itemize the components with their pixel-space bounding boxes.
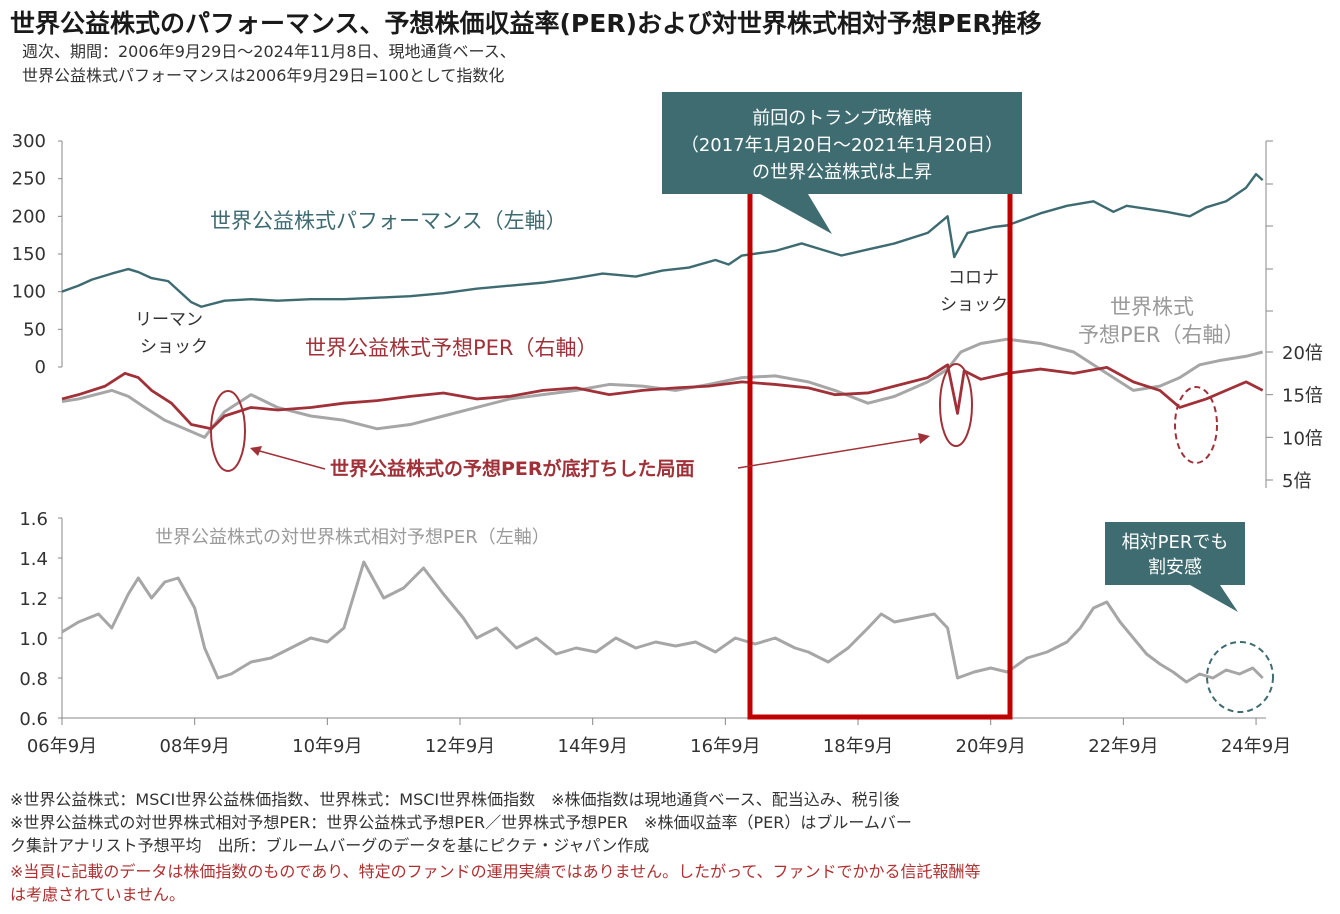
utility-per-series-label: 世界公益株式予想PER（右軸） [305,336,598,360]
footnote-2: ※世界公益株式の対世界株式相対予想PER：世界公益株式予想PER／世界株式予想P… [10,813,912,832]
per-bottom-note: 世界公益株式の予想PERが底打ちした局面 [330,457,695,480]
trump-callout-line-1: 前回のトランプ政権時 [752,108,931,129]
trump-callout-line-3: の世界公益株式は上昇 [752,162,932,183]
disclaimer-2: は考慮されていません。 [10,885,186,904]
x-tick-label-9: 24年9月 [1221,736,1291,757]
lehman-label-line-1: リーマン [135,310,203,330]
x-tick-label-2: 10年9月 [292,736,362,757]
y-tick-label-left-4: 200 [12,206,46,227]
footnote-3: ク集計アナリスト予想平均 出所：ブルームバーグのデータを基にピクテ・ジャパン作成 [10,836,650,855]
y-tick-label-left-0: 0 [35,357,46,378]
y-tick-label-right-1: 15倍 [1282,386,1323,407]
y-tick-label-left-5: 250 [12,169,46,190]
trump-callout-box [662,92,1022,234]
x-tick-label-7: 20年9月 [956,736,1026,757]
x-tick-label-3: 12年9月 [425,736,495,757]
x-tick-label-6: 18年9月 [823,736,893,757]
y-tick-label-right-3: 5倍 [1282,471,1311,492]
y-tick-label-left-6: 300 [12,131,46,152]
trump-callout-line-2: （2017年1月20日～2021年1月20日） [681,135,1003,156]
subtitle-line-1: 週次、期間：2006年9月29日～2024年11月8日、現地通貨ベース、 [22,42,516,61]
page-title: 世界公益株式のパフォーマンス、予想株価収益率(PER)および対世界株式相対予想P… [10,9,1042,38]
performance-line [61,172,1264,308]
corona-label-line-2: ショック [940,295,1008,315]
trump-period-highlight [747,157,1013,720]
arrow-line-right [737,437,923,469]
relative-callout-line-2: 割安感 [1148,557,1202,578]
world-per-label-line-2: 予想PER（右軸） [1078,323,1245,347]
relative-callout-line-1: 相対PERでも [1122,532,1229,553]
world-per-label-line-1: 世界株式 [1110,295,1194,319]
y-tick-label-left-2: 100 [12,282,46,303]
y-tick-label-right-0: 20倍 [1282,343,1323,364]
relative-callout-box [1105,522,1245,612]
relative-bottom-marker [1206,641,1274,713]
x-tick-label-1: 08年9月 [159,736,229,757]
x-tick-label-5: 16年9月 [690,736,760,757]
chart-canvas: 0 50 100 150 200 250 300 世界公益株式パフォーマンス（左軸） 20倍 15… [12,92,1323,757]
y-tick-label-right-2: 10倍 [1282,428,1323,449]
arrow-head-left [250,446,262,456]
lehman-label-line-2: ショック [140,337,208,357]
relative-per-series-label: 世界公益株式の対世界株式相対予想PER（左軸） [155,527,550,548]
utility-per-line [61,363,1264,431]
disclaimer-1: ※当頁に記載のデータは株価指数のものであり、特定のファンドの運用実績ではありませ… [10,862,981,881]
corona-label-line-1: コロナ [948,268,999,288]
bottom-marker-2020 [939,363,973,447]
arrow-line-left [255,449,326,470]
y-tick-label-bottom-5: 0.6 [19,709,48,730]
y-tick-label-bottom-4: 0.8 [19,669,48,690]
bottom-marker-2023 [1174,386,1218,464]
relative-per-line [61,560,1264,684]
y-tick-label-bottom-3: 1.0 [19,629,48,650]
arrow-head-right [918,433,930,444]
subtitle-line-2: 世界公益株式パフォーマンスは2006年9月29日=100として指数化 [22,66,505,85]
performance-series-label: 世界公益株式パフォーマンス（左軸） [210,209,567,233]
y-tick-label-bottom-1: 1.4 [19,549,48,570]
y-tick-label-bottom-2: 1.2 [19,589,48,610]
x-tick-label-0: 06年9月 [27,736,97,757]
x-tick-label-4: 14年9月 [558,736,628,757]
y-tick-label-bottom-0: 1.6 [19,509,48,530]
footnote-1: ※世界公益株式：MSCI世界公益株価指数、世界株式：MSCI世界株価指数 ※株価… [10,790,900,809]
x-tick-label-8: 22年9月 [1088,736,1158,757]
bottom-marker-2009 [210,390,246,472]
y-tick-label-left-1: 50 [23,319,46,340]
y-tick-label-left-3: 150 [12,244,46,265]
